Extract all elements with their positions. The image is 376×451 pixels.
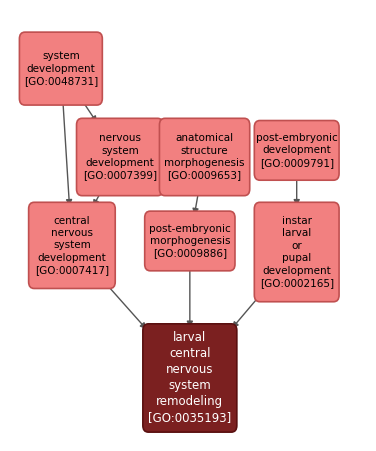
Text: post-embryonic
morphogenesis
[GO:0009886]: post-embryonic morphogenesis [GO:0009886… <box>149 224 231 258</box>
Text: instar
larval
or
pupal
development
[GO:0002165]: instar larval or pupal development [GO:0… <box>260 216 334 288</box>
Text: larval
central
nervous
system
remodeling
[GO:0035193]: larval central nervous system remodeling… <box>148 331 232 424</box>
FancyBboxPatch shape <box>159 118 250 196</box>
Text: system
development
[GO:0048731]: system development [GO:0048731] <box>24 51 98 86</box>
FancyBboxPatch shape <box>143 324 237 432</box>
Text: post-embryonic
development
[GO:0009791]: post-embryonic development [GO:0009791] <box>256 133 338 168</box>
Text: nervous
system
development
[GO:0007399]: nervous system development [GO:0007399] <box>83 133 157 180</box>
FancyBboxPatch shape <box>145 211 235 271</box>
Text: anatomical
structure
morphogenesis
[GO:0009653]: anatomical structure morphogenesis [GO:0… <box>164 133 245 180</box>
FancyBboxPatch shape <box>77 118 163 196</box>
Text: central
nervous
system
development
[GO:0007417]: central nervous system development [GO:0… <box>35 216 109 275</box>
FancyBboxPatch shape <box>254 120 339 180</box>
FancyBboxPatch shape <box>254 202 339 302</box>
FancyBboxPatch shape <box>20 32 102 105</box>
FancyBboxPatch shape <box>29 202 115 289</box>
